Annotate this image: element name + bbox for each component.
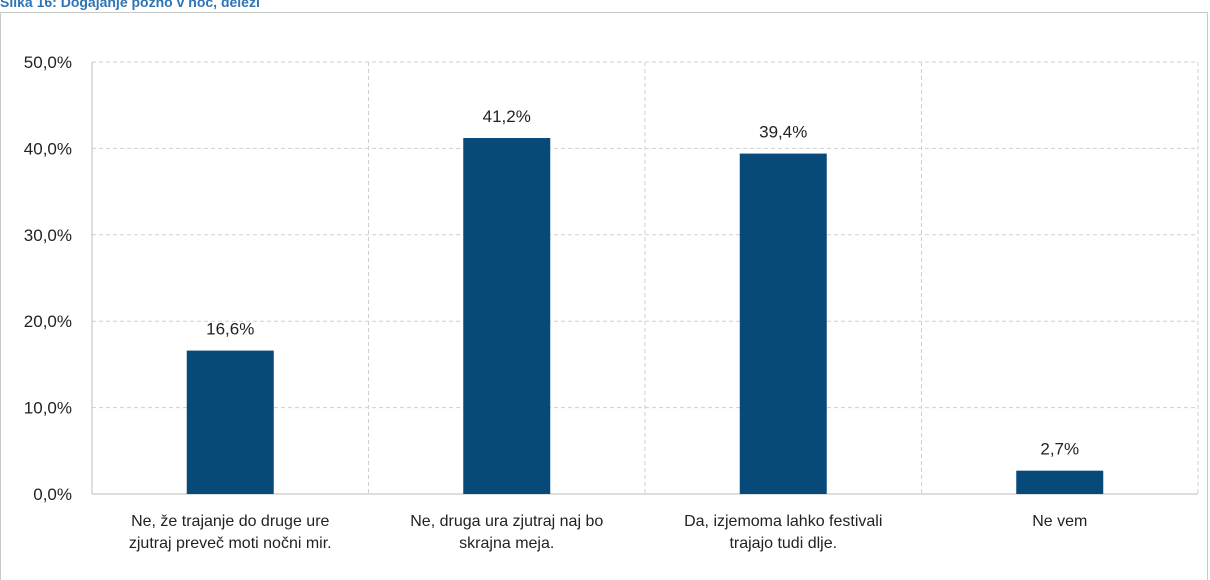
x-tick-label: Ne vem bbox=[1032, 513, 1087, 530]
x-tick-label-line: skrajna meja. bbox=[459, 535, 554, 552]
y-tick-label: 30,0% bbox=[24, 226, 72, 245]
x-tick-label-line: Ne, druga ura zjutraj naj bo bbox=[410, 513, 603, 530]
y-tick-label: 10,0% bbox=[24, 399, 72, 418]
bar bbox=[186, 350, 274, 494]
y-tick-label: 0,0% bbox=[33, 485, 72, 504]
data-label: 16,6% bbox=[206, 320, 254, 339]
bar bbox=[1016, 470, 1104, 494]
y-tick-label: 20,0% bbox=[24, 312, 72, 331]
x-tick-label-line: Ne vem bbox=[1032, 513, 1087, 530]
y-tick-label: 40,0% bbox=[24, 139, 72, 158]
data-label: 39,4% bbox=[759, 123, 807, 142]
x-tick-label-line: trajajo tudi dlje. bbox=[729, 535, 837, 552]
bar bbox=[739, 153, 827, 495]
x-tick-label-line: Da, izjemoma lahko festivali bbox=[684, 513, 882, 530]
x-tick-label: Ne, že trajanje do druge ure zjutraj prev… bbox=[129, 513, 332, 552]
chart-frame bbox=[0, 12, 1208, 580]
x-tick-label: Da, izjemoma lahko festivali trajajo tudi… bbox=[684, 513, 882, 552]
x-tick-label-line: Ne, že trajanje do druge ure bbox=[131, 513, 329, 530]
x-tick-label: Ne, druga ura zjutraj naj bo skrajna meja… bbox=[410, 513, 603, 552]
figure-caption: Slika 16: Dogajanje pozno v noč, deleži bbox=[0, 0, 260, 10]
data-label: 2,7% bbox=[1040, 440, 1079, 459]
y-tick-label: 50,0% bbox=[24, 53, 72, 72]
x-tick-label-line: zjutraj preveč moti nočni mir. bbox=[129, 535, 332, 552]
bar bbox=[463, 138, 551, 495]
data-label: 41,2% bbox=[483, 107, 531, 126]
